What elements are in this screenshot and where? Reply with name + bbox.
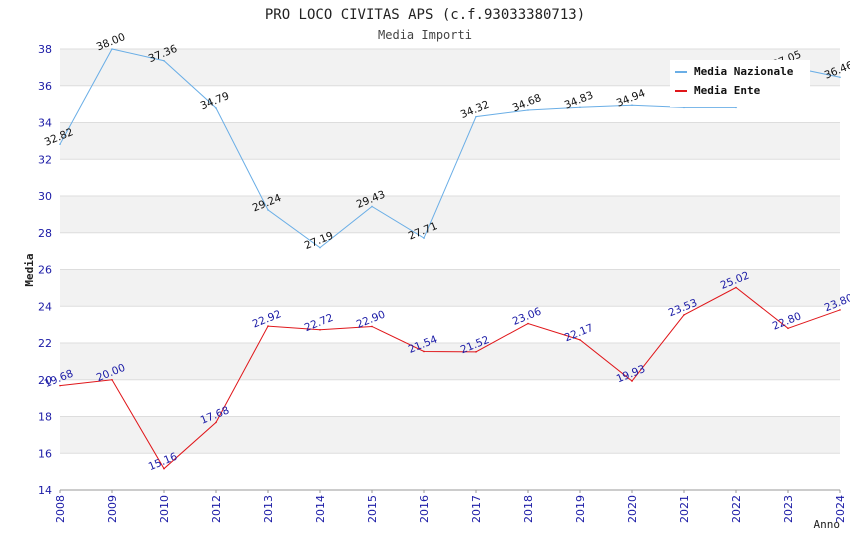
x-tick-label: 2023 (782, 495, 795, 523)
series-line-media-ente (59, 286, 841, 470)
legend-label-media-nazionale: Media Nazionale (694, 65, 794, 78)
chart-subtitle: Media Importi (378, 28, 472, 42)
grid-band (60, 379, 840, 417)
series-line-media-nazionale (59, 48, 841, 249)
y-tick-label: 22 (38, 337, 52, 350)
data-point (371, 205, 373, 208)
x-tick-label: 2015 (366, 495, 379, 523)
x-tick-label: 2022 (730, 495, 743, 523)
y-tick-label: 14 (38, 484, 52, 497)
y-axis-ticks: 14 16 18 20 22 24 26 28 30 32 34 36 38 (38, 43, 52, 497)
data-point (839, 76, 841, 79)
x-axis-title: Anno (814, 518, 841, 531)
y-tick-label: 36 (38, 80, 52, 93)
data-point (527, 322, 529, 325)
data-point (735, 286, 737, 289)
data-point (527, 109, 529, 111)
data-point (475, 115, 477, 118)
series-lines (59, 48, 841, 470)
data-point (163, 59, 165, 62)
legend: Media Nazionale Media Ente (670, 60, 810, 107)
x-tick-label: 2019 (574, 495, 587, 523)
data-point (111, 48, 113, 50)
data-point (475, 351, 477, 353)
data-point (839, 309, 841, 311)
x-tick-label: 2008 (54, 495, 67, 523)
grid-band (60, 122, 840, 160)
y-tick-label: 30 (38, 190, 52, 203)
y-tick-label: 28 (38, 227, 52, 240)
y-tick-label: 16 (38, 447, 52, 460)
data-point (371, 325, 373, 328)
x-tick-label: 2024 (834, 495, 847, 523)
x-tick-label: 2016 (418, 495, 431, 523)
y-tick-label: 26 (38, 264, 52, 277)
y-tick-label: 34 (38, 117, 52, 130)
data-point (423, 350, 425, 353)
data-point (735, 106, 737, 109)
data-point (59, 143, 61, 145)
data-point (631, 104, 633, 107)
data-point (215, 421, 217, 424)
x-tick-label: 2021 (678, 495, 691, 523)
x-tick-label: 2020 (626, 495, 639, 523)
x-tick-label: 2009 (106, 495, 119, 523)
x-tick-label: 2010 (158, 495, 171, 523)
data-point (267, 325, 269, 327)
data-point (787, 327, 789, 330)
legend-box (670, 60, 810, 107)
x-tick-label: 2012 (210, 495, 223, 523)
grid-band (60, 416, 840, 454)
x-axis-ticks: 2008 2009 2010 2012 2013 2014 2015 2016 2017 2018… (54, 490, 847, 523)
legend-label-media-ente: Media Ente (694, 84, 761, 97)
y-tick-label: 38 (38, 43, 52, 56)
grid-band (60, 196, 840, 233)
data-point (579, 339, 581, 341)
data-point (215, 107, 217, 109)
data-point (631, 380, 633, 382)
y-axis-title: Media (23, 253, 36, 286)
y-tick-label: 24 (38, 300, 52, 313)
data-point (579, 106, 581, 109)
y-tick-label: 20 (38, 374, 52, 387)
x-tick-label: 2013 (262, 495, 275, 523)
y-tick-label: 18 (38, 411, 52, 424)
data-point (111, 378, 113, 381)
data-point (683, 314, 685, 316)
x-tick-label: 2014 (314, 495, 327, 523)
x-tick-label: 2017 (470, 495, 483, 523)
grid-band (60, 453, 840, 490)
data-point (319, 328, 321, 331)
grid-bands (60, 49, 840, 490)
chart-title: PRO LOCO CIVITAS APS (c.f.93033380713) (265, 7, 585, 23)
y-tick-label: 32 (38, 153, 52, 166)
data-point (59, 384, 61, 387)
data-point (423, 237, 425, 239)
grid-band (60, 306, 840, 343)
grid-band (60, 343, 840, 380)
grid-band (60, 232, 840, 270)
data-point (163, 467, 165, 470)
data-point (683, 106, 685, 109)
grid-band (60, 269, 840, 307)
data-point (267, 209, 269, 211)
x-tick-label: 2018 (522, 495, 535, 523)
data-point (319, 246, 321, 249)
